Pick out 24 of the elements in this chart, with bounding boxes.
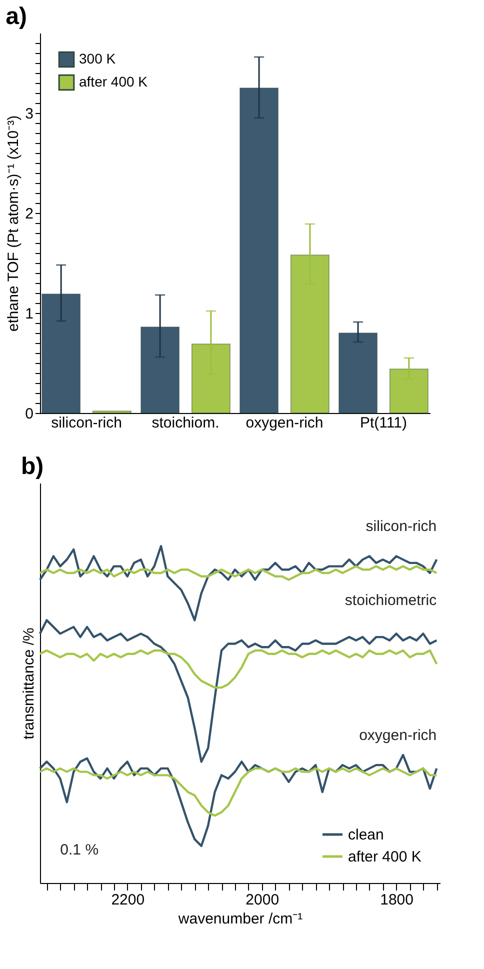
y-tick-label: 2 (25, 206, 34, 222)
y-tick-label: 0 (25, 406, 34, 422)
x-tick-label: silicon-rich (51, 414, 122, 432)
annotation: oxygen-rich (359, 726, 437, 744)
x-tick-label: 2000 (246, 892, 280, 908)
y-tick-label: 3 (25, 106, 34, 122)
y-axis-title: transmittance /% (20, 628, 38, 740)
annotation: stoichiometric (344, 592, 438, 609)
y-tick-label: 1 (25, 306, 34, 322)
legend-label: after 400 K (348, 848, 422, 866)
y-axis-title: ethane TOF (Pt atom·s)⁻¹ (x10⁻³) (5, 115, 22, 332)
text: silicon-rich (366, 518, 437, 535)
annotation: 0.1 % (60, 841, 99, 858)
x-tick-label: Pt(111) (360, 414, 407, 432)
chart-title: a) (6, 3, 27, 30)
legend-label: clean (348, 826, 384, 844)
legend-label: 300 K (79, 50, 116, 66)
x-tick-label: oxygen-rich (246, 414, 324, 432)
x-tick-label: stoichiom. (152, 414, 220, 432)
x-tick-label: 1800 (380, 892, 414, 908)
chart-title: b) (21, 453, 44, 480)
x-tick-label: 2200 (111, 892, 145, 908)
x-axis-title: wavenumber /cm⁻¹ (177, 910, 303, 928)
legend-label: after 400 K (79, 74, 148, 90)
